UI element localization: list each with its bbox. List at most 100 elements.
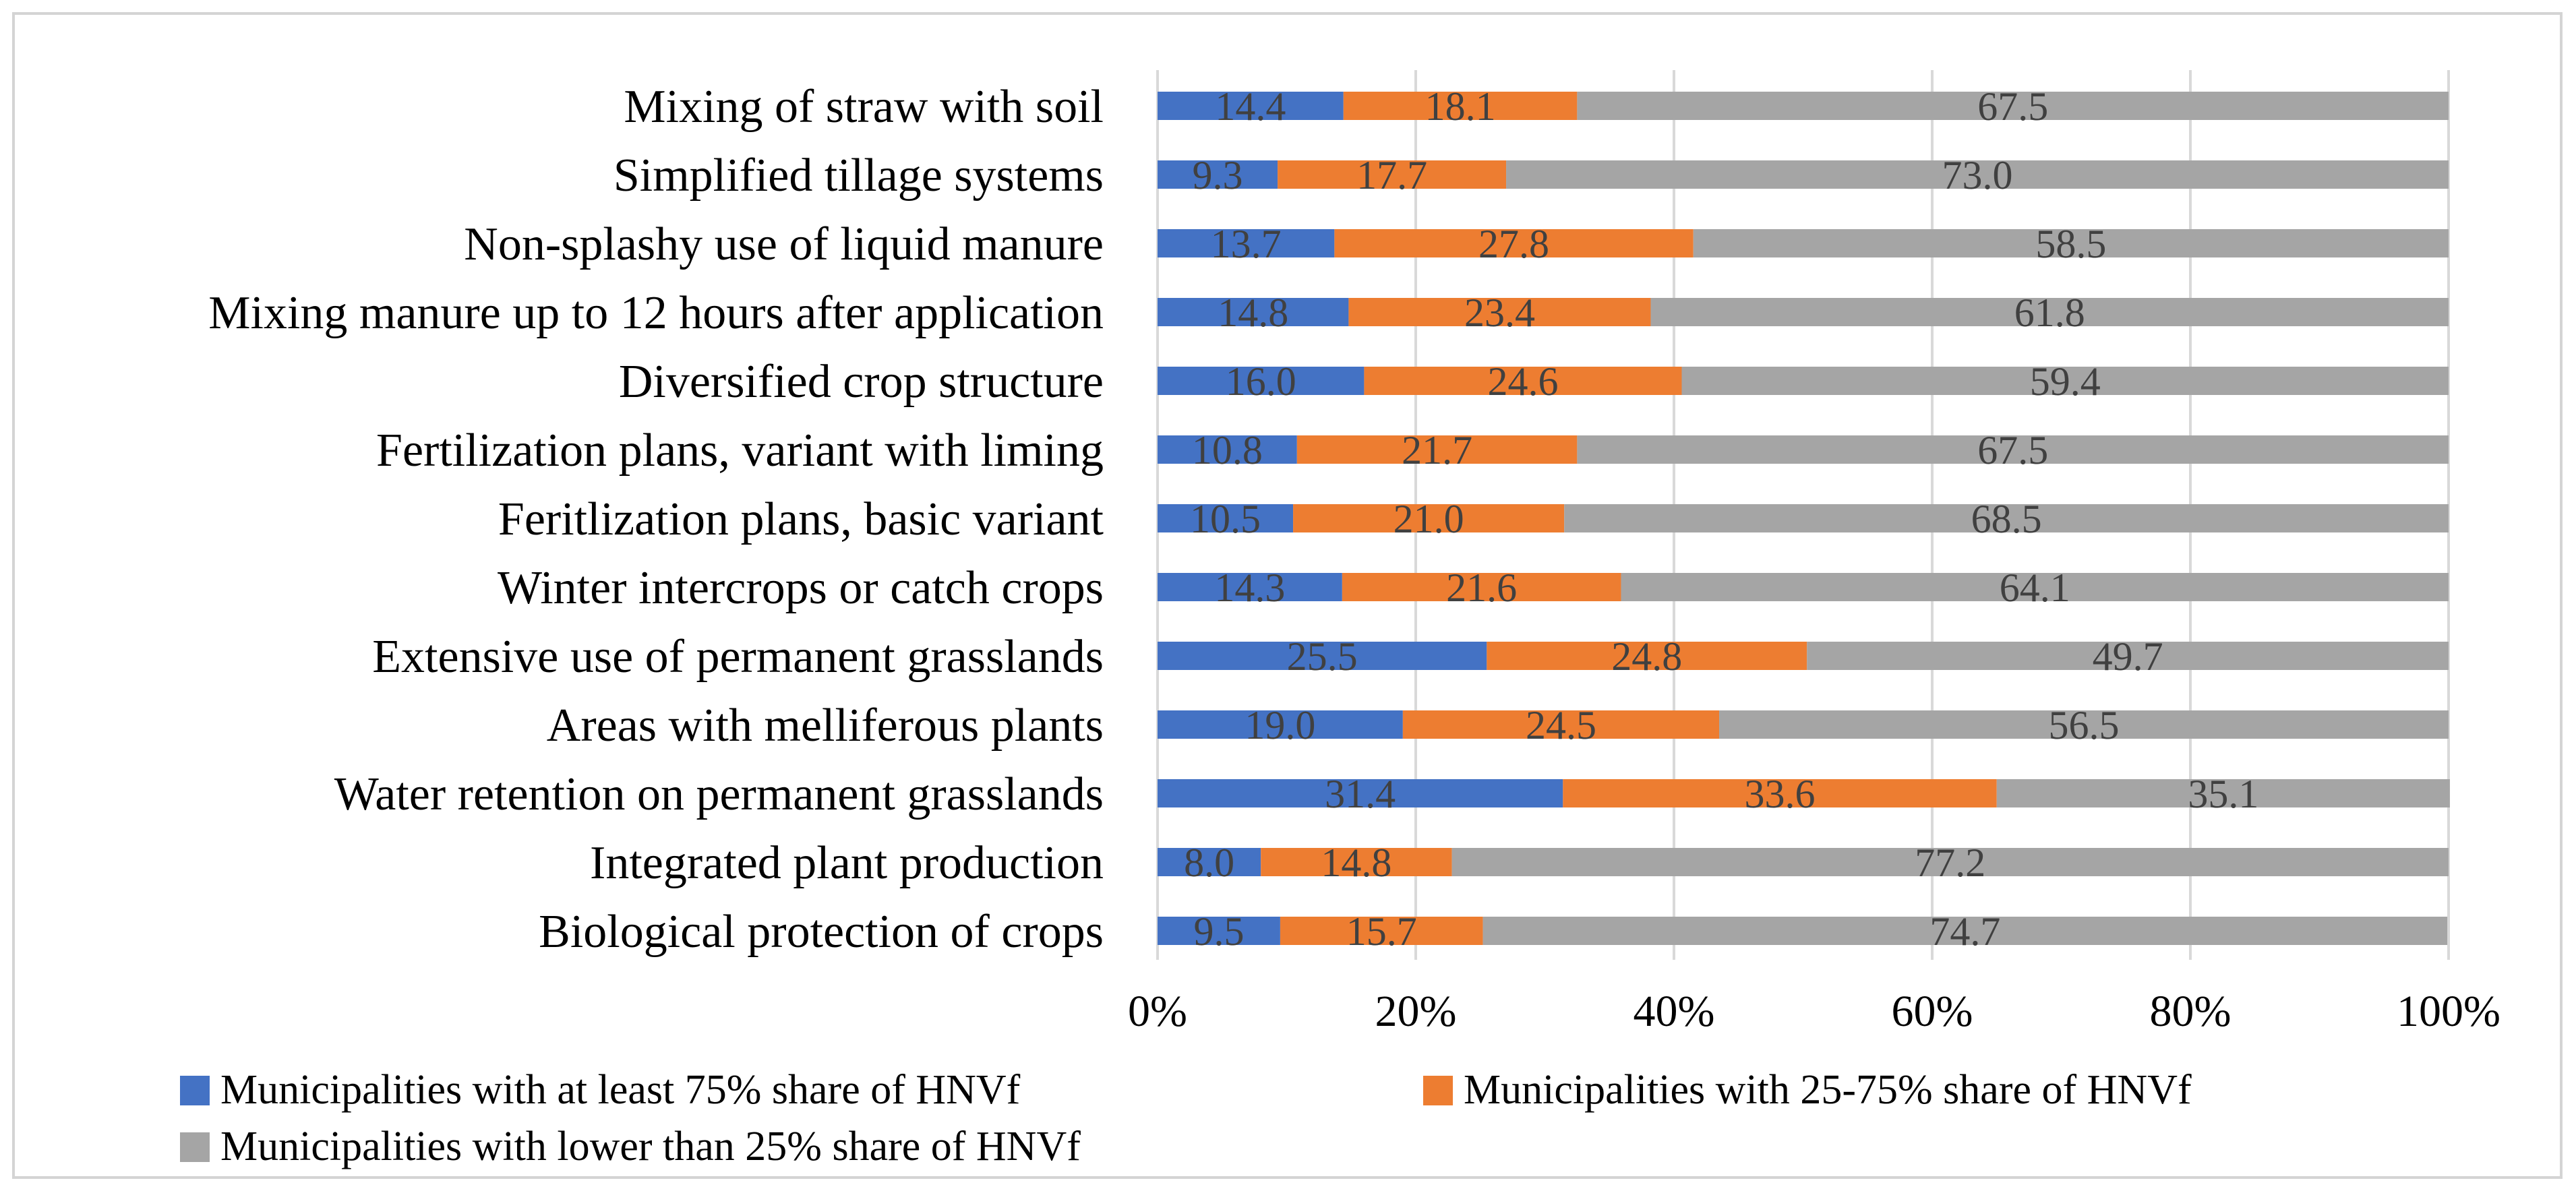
legend-label-low-hnvf: Municipalities with lower than 25% share… — [220, 1124, 1081, 1169]
bar-segment — [1158, 779, 1563, 807]
data-label: 31.4 — [1325, 772, 1396, 816]
bar-segment — [1158, 710, 1403, 739]
bar-segment — [1402, 710, 1720, 739]
x-tick-label: 40% — [1634, 987, 1715, 1036]
bar-segment — [1293, 504, 1565, 532]
bar-segment — [1343, 92, 1578, 120]
bar-segment — [1451, 848, 2449, 876]
x-tick-label: 100% — [2397, 987, 2500, 1036]
data-label: 77.2 — [1915, 841, 1985, 885]
data-label: 14.8 — [1218, 291, 1288, 335]
data-label: 14.8 — [1321, 841, 1391, 885]
bar-segment — [1482, 917, 2448, 945]
bar-segment — [1158, 160, 1278, 189]
bar-segment — [1158, 92, 1344, 120]
chart-frame: 14.4 18.1 67.5 9.3 17.7 73.0 13.7 27.8 58.5 14.8 2… — [12, 12, 2563, 1179]
category-label: Mixing manure up to 12 hours after appli… — [208, 287, 1104, 339]
bar-segment — [1342, 573, 1621, 601]
category-label: Biological protection of crops — [539, 906, 1104, 958]
bar-segment — [1364, 367, 1682, 395]
data-label: 13.7 — [1211, 222, 1282, 266]
bar-segment — [1158, 848, 1261, 876]
legend-label-high-hnvf: Municipalities with at least 75% share o… — [220, 1067, 1021, 1113]
bar-segment — [1564, 504, 2449, 532]
category-label: Mixing of straw with soil — [624, 81, 1104, 133]
data-labels: 14.4 18.1 67.5 9.3 17.7 73.0 13.7 27.8 58.5 14.8 2… — [1184, 84, 2258, 954]
data-label: 67.5 — [1977, 428, 2048, 472]
legend: Municipalities with at least 75% share o… — [180, 1066, 2472, 1188]
category-label: Fertilization plans, variant with liming — [376, 425, 1104, 477]
category-label: Integrated plant production — [590, 837, 1104, 889]
legend-swatch-blue — [180, 1075, 210, 1105]
data-label: 74.7 — [1929, 909, 2000, 954]
x-tick-label: 20% — [1375, 987, 1457, 1036]
bar-segment — [1506, 160, 2449, 189]
legend-item-low-hnvf: Municipalities with lower than 25% share… — [180, 1123, 1081, 1171]
category-label: Feritlization plans, basic variant — [498, 493, 1104, 545]
data-label: 24.8 — [1611, 634, 1682, 679]
bar-segment — [1158, 298, 1349, 326]
x-tick-label: 0% — [1128, 987, 1187, 1036]
category-label: Diversified crop structure — [619, 356, 1104, 408]
data-label: 19.0 — [1245, 703, 1315, 747]
bar-segment — [1487, 642, 1807, 670]
data-label: 35.1 — [2188, 772, 2258, 816]
data-label: 16.0 — [1226, 359, 1296, 404]
bar-segment — [1621, 573, 2449, 601]
bar-segment — [1278, 160, 1507, 189]
bar-segment — [1158, 229, 1335, 257]
data-label: 10.5 — [1190, 497, 1261, 541]
bar-segment — [1693, 229, 2449, 257]
legend-item-high-hnvf: Municipalities with at least 75% share o… — [180, 1066, 1020, 1114]
data-label: 27.8 — [1478, 222, 1549, 266]
legend-swatch-orange — [1423, 1075, 1453, 1105]
data-label: 21.0 — [1394, 497, 1464, 541]
category-label: Simplified tillage systems — [613, 150, 1104, 202]
bar-segment — [1577, 435, 2449, 464]
bar-segment — [1158, 573, 1342, 601]
bar-segment — [1158, 435, 1297, 464]
data-label: 21.6 — [1446, 566, 1517, 610]
bar-segment — [1158, 642, 1487, 670]
bars — [1158, 92, 2450, 945]
bar-segment — [1681, 367, 2449, 395]
bar-segment — [1334, 229, 1694, 257]
category-labels: Mixing of straw with soil Simplified till… — [208, 81, 1104, 958]
bar-segment — [1719, 710, 2449, 739]
category-label: Water retention on permanent grasslands — [334, 768, 1104, 820]
bar-segment — [1158, 367, 1365, 395]
bar-segment — [1996, 779, 2450, 807]
bar-segment — [1296, 435, 1578, 464]
bar-segment — [1280, 917, 1483, 945]
data-label: 73.0 — [1942, 153, 2013, 197]
bar-segment — [1650, 298, 2449, 326]
bar-segment — [1577, 92, 2449, 120]
data-label: 10.8 — [1192, 428, 1263, 472]
legend-item-mid-hnvf: Municipalities with 25-75% share of HNVf — [1423, 1066, 2192, 1114]
data-label: 21.7 — [1402, 428, 1472, 472]
legend-label-mid-hnvf: Municipalities with 25-75% share of HNVf — [1464, 1067, 2192, 1113]
data-label: 59.4 — [2030, 359, 2101, 404]
data-label: 33.6 — [1745, 772, 1816, 816]
data-label: 8.0 — [1184, 841, 1234, 885]
data-label: 67.5 — [1977, 84, 2048, 129]
category-label: Extensive use of permanent grasslands — [372, 631, 1104, 683]
bar-segment — [1261, 848, 1452, 876]
x-axis-ticks: 0% 20% 40% 60% 80% 100% — [1128, 987, 2500, 1036]
data-label: 17.7 — [1356, 153, 1427, 197]
category-label: Non-splashy use of liquid manure — [464, 218, 1104, 270]
data-label: 58.5 — [2035, 222, 2106, 266]
category-label: Winter intercrops or catch crops — [498, 562, 1104, 614]
data-label: 24.6 — [1487, 359, 1558, 404]
category-label: Areas with melliferous plants — [547, 700, 1104, 752]
x-tick-label: 80% — [2150, 987, 2231, 1036]
data-label: 68.5 — [1971, 497, 2042, 541]
bar-segment — [1348, 298, 1651, 326]
legend-swatch-gray — [180, 1132, 210, 1162]
data-label: 25.5 — [1287, 634, 1358, 679]
data-label: 14.4 — [1215, 84, 1286, 129]
data-label: 14.3 — [1214, 566, 1285, 610]
bar-segment — [1807, 642, 2449, 670]
data-label: 49.7 — [2093, 634, 2163, 679]
data-label: 9.3 — [1193, 153, 1243, 197]
